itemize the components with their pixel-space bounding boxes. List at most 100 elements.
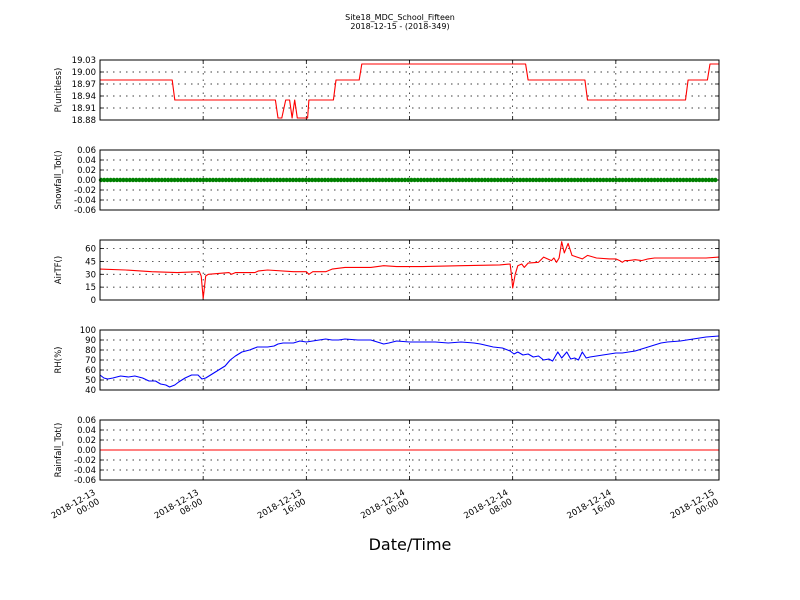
data-point [306, 177, 312, 183]
data-point [175, 177, 180, 183]
data-point [127, 177, 132, 183]
data-point [687, 177, 692, 183]
data-point [668, 177, 673, 183]
data-point [697, 177, 702, 183]
data-point [700, 177, 705, 183]
data-point [223, 177, 228, 183]
data-point [713, 177, 718, 183]
data-point [492, 177, 497, 183]
ytick-label: 90 [85, 336, 96, 346]
data-point [706, 177, 712, 183]
data-point [537, 177, 542, 183]
axes-frame [99, 59, 720, 121]
data-point [511, 177, 516, 183]
series-dots [98, 177, 718, 183]
ytick-label: 0.06 [77, 416, 96, 426]
ytick-label: 18.94 [72, 92, 96, 102]
data-point [124, 177, 129, 183]
data-point [294, 177, 299, 183]
data-point [326, 177, 331, 183]
data-point [694, 177, 699, 183]
data-point [550, 177, 555, 183]
data-point [530, 177, 536, 183]
ytick-label: 60 [85, 366, 96, 376]
data-point [297, 177, 302, 183]
data-point [409, 177, 414, 183]
ytick-label: 0.04 [77, 426, 96, 436]
y-axis-label: AirTF() [54, 256, 64, 284]
data-point [310, 177, 315, 183]
y-axis-label: RH(%) [54, 346, 64, 373]
data-point [380, 177, 385, 183]
data-point [665, 177, 670, 183]
data-point [146, 177, 152, 183]
data-point [601, 177, 606, 183]
data-point [406, 177, 411, 183]
data-point [466, 177, 472, 183]
data-point [418, 177, 424, 183]
data-point [476, 177, 481, 183]
data-point [303, 177, 308, 183]
data-point [111, 177, 117, 183]
data-point [271, 177, 276, 183]
data-point [508, 177, 513, 183]
data-point [422, 177, 427, 183]
data-point [505, 177, 510, 183]
data-point [470, 177, 475, 183]
data-point [518, 177, 523, 183]
y-axis-label: Rainfall_Tot() [54, 423, 64, 478]
data-point [412, 177, 417, 183]
data-point [265, 177, 270, 183]
data-point [367, 177, 372, 183]
data-point [598, 177, 603, 183]
data-point [210, 177, 216, 183]
data-point [156, 177, 161, 183]
data-point [575, 177, 580, 183]
data-point [121, 177, 126, 183]
data-point [220, 177, 225, 183]
data-point [534, 177, 539, 183]
series-line [99, 335, 720, 388]
ytick-label: -0.04 [74, 466, 96, 476]
data-point [204, 177, 209, 183]
data-point [284, 177, 289, 183]
series-line [99, 241, 720, 299]
data-point [150, 177, 155, 183]
data-point [134, 177, 139, 183]
data-point [649, 177, 654, 183]
data-point [521, 177, 526, 183]
data-point [690, 177, 696, 183]
ytick-label: 15 [85, 283, 96, 293]
data-point [658, 177, 664, 183]
data-point [290, 177, 296, 183]
data-point [274, 177, 280, 183]
data-point [102, 177, 107, 183]
data-point [473, 177, 478, 183]
data-point [374, 177, 379, 183]
data-point [348, 177, 353, 183]
ytick-label: -0.04 [74, 196, 96, 206]
data-point [652, 177, 657, 183]
data-point [332, 177, 337, 183]
data-point [578, 177, 584, 183]
data-point [255, 177, 260, 183]
ytick-label: 45 [85, 257, 96, 267]
ytick-label: 18.88 [72, 116, 96, 126]
data-point [342, 177, 347, 183]
data-point [159, 177, 164, 183]
data-point [393, 177, 398, 183]
data-point [198, 177, 203, 183]
ytick-label: 70 [85, 356, 96, 366]
panels-group: 18.88 18.91 18.94 18.97 19.00 19.03 P(unitless… [54, 56, 720, 486]
data-point [188, 177, 193, 183]
data-point [441, 177, 446, 183]
data-point [454, 177, 459, 183]
data-point [450, 177, 456, 183]
data-point [358, 177, 363, 183]
ytick-label: 100 [80, 326, 96, 336]
data-point [572, 177, 577, 183]
data-point [636, 177, 641, 183]
data-point [191, 177, 196, 183]
data-point [258, 177, 264, 183]
